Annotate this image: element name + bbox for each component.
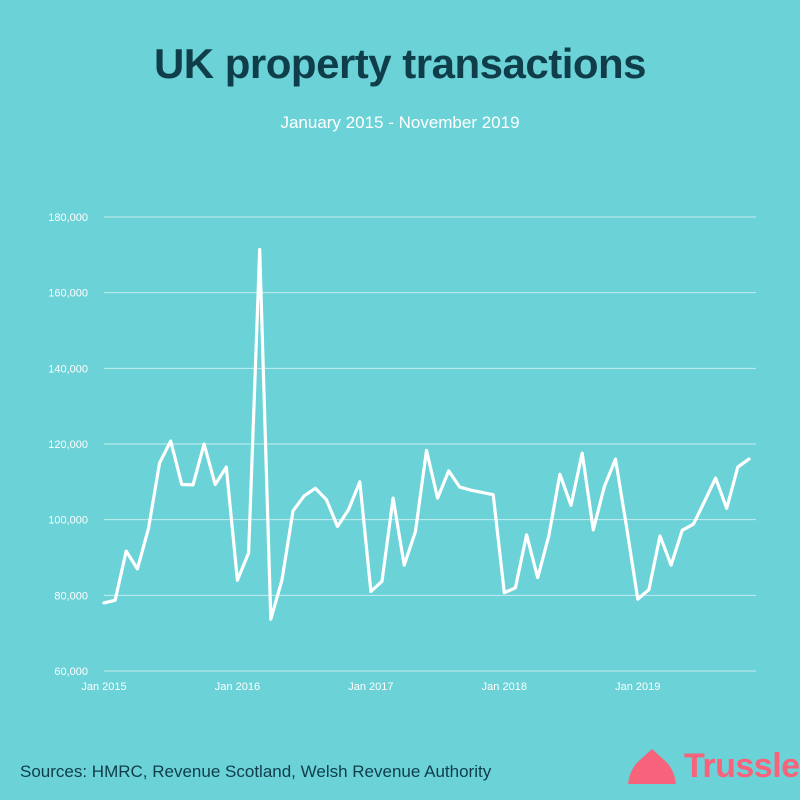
y-tick-label: 100,000 [48,515,88,527]
y-tick-label: 60,000 [54,666,88,678]
source-note: Sources: HMRC, Revenue Scotland, Welsh R… [20,762,492,781]
brand-name: Trussle [684,746,800,785]
y-tick-label: 180,000 [48,212,88,224]
house-roof-icon [628,749,676,784]
series-line [102,247,751,621]
x-tick-label: Jan 2018 [482,681,527,693]
y-tick-label: 160,000 [48,288,88,300]
y-tick-label: 140,000 [48,363,88,375]
x-tick-label: Jan 2015 [81,681,126,693]
y-tick-label: 80,000 [54,590,88,602]
x-tick-label: Jan 2016 [215,681,260,693]
x-tick-label: Jan 2017 [348,681,393,693]
x-tick-label: Jan 2019 [615,681,660,693]
brand-logo: Trussle [626,746,800,786]
chart-subtitle: January 2015 - November 2019 [280,113,520,132]
y-tick-label: 120,000 [48,439,88,451]
chart-title: UK property transactions [153,40,647,87]
